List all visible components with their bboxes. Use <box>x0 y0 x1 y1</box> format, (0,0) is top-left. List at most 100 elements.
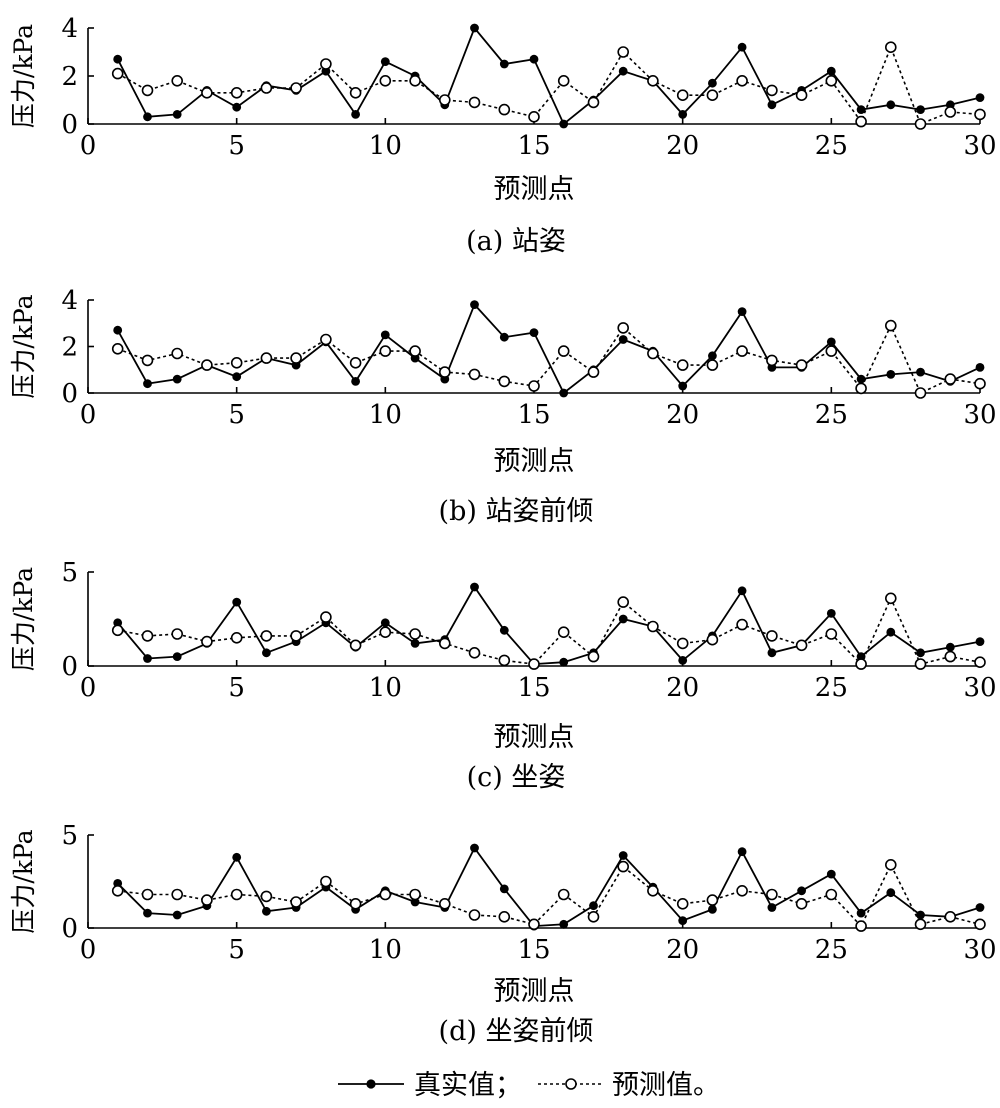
truth-point <box>826 337 836 347</box>
truth-point <box>380 330 390 340</box>
pred-point <box>795 639 808 652</box>
truth-point <box>737 42 747 52</box>
pred-point <box>141 630 154 642</box>
truth-point <box>678 110 688 119</box>
truth-point <box>232 852 242 862</box>
pred-point <box>795 897 808 910</box>
pred-point <box>825 628 838 640</box>
pred-point <box>320 611 332 623</box>
pred-point <box>676 89 689 101</box>
truth-point <box>470 300 479 309</box>
x-tick-label: 25 <box>815 131 848 161</box>
pred-series-line <box>117 862 981 928</box>
pred-point <box>647 75 659 87</box>
pred-point <box>230 888 243 901</box>
x-tick-label: 10 <box>369 131 402 161</box>
pred-point <box>468 909 481 921</box>
pred-point <box>409 628 421 640</box>
truth-point <box>262 906 271 916</box>
pred-point <box>409 75 421 87</box>
y-axis-label: 压力/kPa <box>9 829 38 933</box>
truth-point <box>499 59 509 69</box>
pred-point <box>201 894 213 906</box>
x-tick-label: 15 <box>517 131 550 161</box>
pred-point <box>498 103 511 116</box>
pred-point <box>944 106 957 118</box>
pred-point <box>617 322 630 334</box>
legend-pred-marker <box>565 1078 577 1090</box>
truth-point <box>856 908 866 918</box>
pred-point <box>111 884 124 897</box>
x-tick-label: 30 <box>963 400 996 430</box>
x-axis-label: 预测点 <box>494 722 575 753</box>
truth-point <box>143 908 152 918</box>
truth-point <box>499 625 509 635</box>
truth-point <box>618 66 628 76</box>
truth-point <box>559 919 569 929</box>
pred-point <box>914 658 927 670</box>
x-axis-label: 预测点 <box>494 976 575 1007</box>
pred-point <box>944 650 957 663</box>
x-tick-label: 20 <box>666 935 699 965</box>
pred-point <box>528 111 540 123</box>
pred-point <box>290 630 302 642</box>
x-tick-label: 15 <box>517 935 550 965</box>
pred-point <box>320 875 332 888</box>
pred-point <box>201 87 213 99</box>
truth-point <box>470 582 479 592</box>
y-tick-label: 0 <box>61 652 78 682</box>
pred-point <box>528 918 540 931</box>
chart-panel-3: 0 5 10 15 20 25 30 0 5 压力/kPa 预测点 (c) 坐姿 <box>9 558 997 793</box>
pred-point <box>706 359 719 371</box>
chart-panel-4: 0 5 10 15 20 25 30 0 5 压力/kPa 预测点 (d) 坐姿前倾 <box>9 821 997 1047</box>
pred-point <box>111 342 124 355</box>
legend-truth-label: 真实值； <box>414 1070 522 1101</box>
truth-point <box>916 648 925 658</box>
pred-point <box>468 368 481 381</box>
pred-point <box>349 639 362 652</box>
x-tick-label: 0 <box>80 400 97 430</box>
pred-point <box>736 345 748 357</box>
pred-point <box>528 380 540 392</box>
truth-point <box>351 110 360 119</box>
pred-point <box>736 884 748 897</box>
pred-point <box>795 89 808 101</box>
x-tick-label: 10 <box>369 400 402 430</box>
pred-point <box>379 345 392 357</box>
panel-caption: (a) 站姿 <box>466 226 566 257</box>
pred-point <box>379 888 392 901</box>
pred-point <box>974 656 986 669</box>
y-axis-label: 压力/kPa <box>9 24 38 128</box>
truth-point <box>975 903 985 912</box>
pred-point <box>676 637 689 650</box>
x-tick-label: 25 <box>815 400 848 430</box>
pred-series-line <box>117 323 981 395</box>
y-tick-label: 0 <box>61 110 78 140</box>
pred-point <box>736 618 748 631</box>
x-tick-label: 20 <box>666 673 699 703</box>
pred-point <box>974 918 986 931</box>
truth-point <box>143 379 152 389</box>
pred-point <box>647 884 659 897</box>
pred-point <box>260 890 273 903</box>
x-tick-label: 30 <box>963 131 996 161</box>
truth-point <box>975 363 985 372</box>
panel-caption: (b) 站姿前倾 <box>439 496 594 527</box>
pred-point <box>766 354 778 367</box>
pred-point <box>884 41 897 54</box>
truth-point <box>797 886 806 896</box>
pred-point <box>587 96 600 109</box>
x-tick-label: 25 <box>815 935 848 965</box>
pred-point <box>438 366 451 378</box>
x-tick-label: 10 <box>369 673 402 703</box>
truth-point <box>678 656 688 665</box>
y-tick-label: 5 <box>61 558 78 588</box>
pred-point <box>201 635 213 648</box>
pred-point <box>557 345 570 357</box>
truth-point <box>559 119 569 129</box>
truth-point <box>380 57 390 66</box>
truth-point <box>975 93 985 102</box>
y-tick-label: 0 <box>61 379 78 409</box>
truth-point <box>856 105 866 114</box>
